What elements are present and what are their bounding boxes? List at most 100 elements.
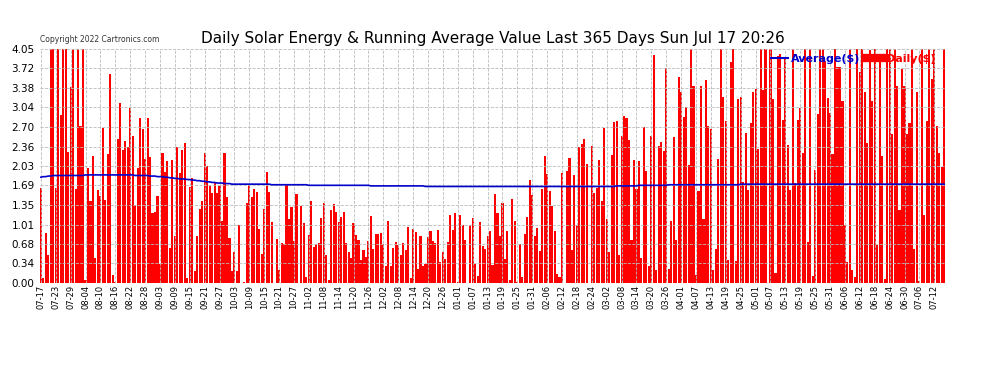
Bar — [268, 192, 270, 283]
Bar — [534, 236, 536, 283]
Bar — [842, 101, 843, 283]
Bar — [735, 261, 737, 283]
Bar — [295, 194, 298, 283]
Bar — [134, 205, 137, 283]
Bar — [571, 251, 573, 283]
Bar — [705, 80, 707, 283]
Bar — [313, 246, 315, 283]
Bar — [346, 243, 347, 283]
Bar — [206, 166, 208, 283]
Bar — [474, 264, 476, 283]
Bar — [300, 206, 303, 283]
Bar — [687, 165, 690, 283]
Bar — [174, 236, 176, 283]
Bar — [822, 49, 824, 283]
Bar — [511, 199, 514, 283]
Bar — [142, 129, 144, 283]
Bar — [692, 86, 695, 283]
Bar — [848, 49, 851, 283]
Bar — [239, 225, 241, 283]
Bar — [154, 211, 156, 283]
Bar — [137, 168, 139, 283]
Bar — [461, 225, 463, 283]
Bar — [365, 257, 367, 283]
Bar — [645, 171, 647, 283]
Bar — [79, 126, 81, 283]
Bar — [931, 79, 933, 283]
Bar — [382, 244, 384, 283]
Bar — [484, 249, 486, 283]
Bar — [708, 126, 710, 283]
Bar — [89, 201, 91, 283]
Bar — [606, 219, 608, 283]
Bar — [725, 122, 727, 283]
Bar — [529, 180, 531, 283]
Bar — [476, 276, 479, 283]
Bar — [921, 49, 923, 283]
Bar — [129, 108, 132, 283]
Bar — [435, 243, 437, 283]
Bar — [802, 153, 804, 283]
Bar — [911, 49, 913, 283]
Bar — [896, 86, 898, 283]
Bar — [544, 156, 545, 283]
Bar — [201, 201, 203, 283]
Bar — [568, 158, 570, 283]
Bar — [774, 273, 776, 283]
Bar — [253, 189, 255, 283]
Bar — [628, 140, 630, 283]
Bar — [662, 151, 665, 283]
Bar — [861, 49, 863, 283]
Bar — [432, 241, 434, 283]
Bar — [807, 242, 809, 283]
Bar — [248, 184, 250, 283]
Legend: Average($), Daily($): Average($), Daily($) — [766, 50, 940, 69]
Bar — [723, 97, 725, 283]
Bar — [446, 242, 448, 283]
Bar — [303, 223, 305, 283]
Text: Copyright 2022 Cartronics.com: Copyright 2022 Cartronics.com — [40, 35, 159, 44]
Bar — [410, 278, 412, 283]
Bar — [491, 265, 494, 283]
Bar — [112, 275, 114, 283]
Bar — [283, 244, 285, 283]
Bar — [675, 240, 677, 283]
Bar — [894, 49, 896, 283]
Bar — [690, 49, 692, 283]
Bar — [260, 254, 262, 283]
Bar — [598, 160, 600, 283]
Bar — [415, 231, 417, 283]
Bar — [926, 121, 928, 283]
Bar — [641, 258, 643, 283]
Bar — [402, 243, 404, 283]
Bar — [891, 134, 893, 283]
Bar — [151, 213, 153, 283]
Bar — [119, 103, 122, 283]
Bar — [377, 234, 379, 283]
Bar — [169, 248, 171, 283]
Bar — [214, 183, 216, 283]
Bar — [667, 269, 670, 283]
Bar — [522, 277, 524, 283]
Bar — [338, 222, 340, 283]
Bar — [148, 157, 151, 283]
Bar — [509, 280, 511, 283]
Bar — [275, 238, 277, 283]
Bar — [757, 148, 759, 283]
Bar — [372, 249, 374, 283]
Bar — [853, 277, 856, 283]
Bar — [650, 136, 652, 283]
Bar — [290, 207, 293, 283]
Bar — [742, 182, 744, 283]
Bar — [445, 259, 446, 283]
Bar — [231, 271, 233, 283]
Bar — [713, 270, 715, 283]
Bar — [939, 153, 940, 283]
Bar — [451, 230, 453, 283]
Bar — [936, 126, 938, 283]
Bar — [194, 271, 196, 283]
Bar — [934, 49, 936, 283]
Bar — [657, 146, 660, 283]
Bar — [209, 186, 211, 283]
Bar — [191, 178, 193, 283]
